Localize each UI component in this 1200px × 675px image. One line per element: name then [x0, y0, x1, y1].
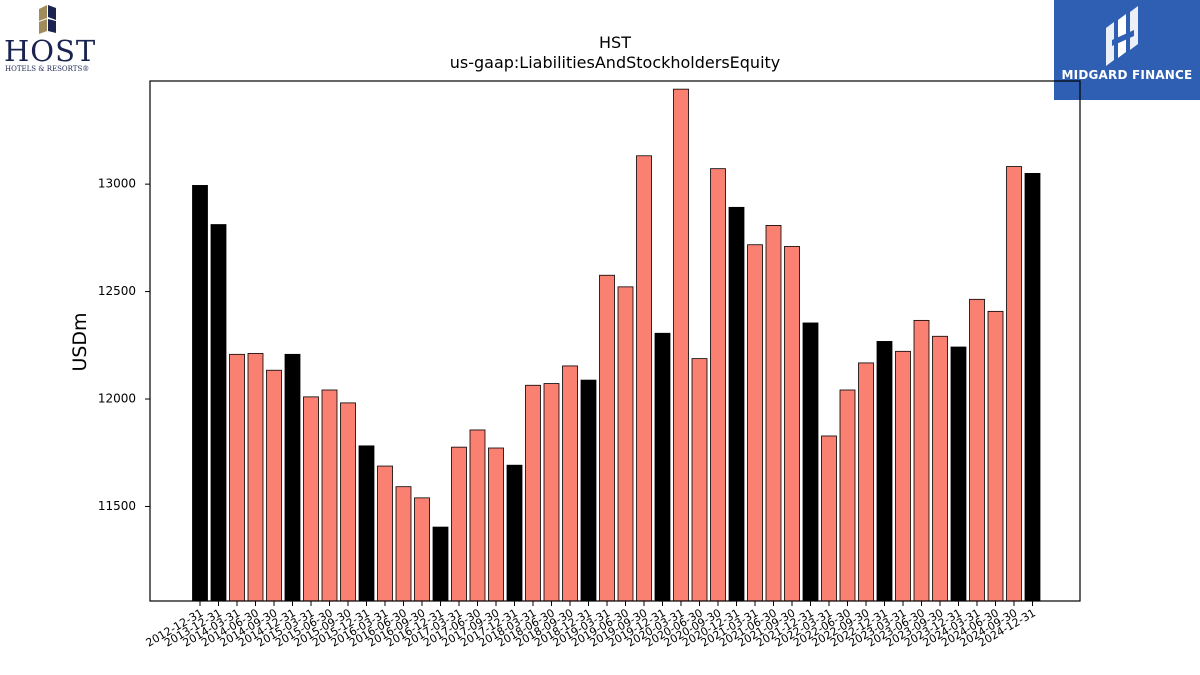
bar-2014-06-30	[247, 353, 264, 602]
bar-2016-03-31	[377, 465, 393, 602]
bar-2019-03-31	[599, 274, 615, 602]
bar-2024-06-30	[987, 310, 1004, 602]
bar-2013-12-31	[210, 224, 227, 602]
midgard-logo-mark	[1106, 6, 1138, 66]
bar-2020-06-30	[691, 358, 708, 602]
y-axis-ticks: 11500 12000 12500 13000	[98, 177, 150, 513]
midgard-finance-logo: MIDGARD FINANCE	[1054, 0, 1200, 100]
bar-2018-03-31	[525, 384, 541, 602]
bar-2017-03-31	[451, 446, 467, 602]
bar-2018-09-30	[562, 365, 578, 602]
bar-2022-09-30	[858, 362, 874, 602]
bar-2020-03-31	[673, 88, 689, 602]
bar-2024-03-31	[969, 298, 985, 602]
bar-2023-03-31	[895, 350, 911, 602]
bar-2018-12-31	[580, 379, 597, 602]
bar-2016-12-31	[432, 526, 449, 602]
host-mark-gold-bottom	[39, 19, 47, 34]
bar-2023-06-30	[913, 319, 930, 602]
host-hotels-logo: HOST HOTELS & RESORTS®	[0, 0, 110, 78]
bar-2016-06-30	[395, 486, 412, 602]
bar-2021-09-30	[784, 246, 800, 602]
bar-2022-03-31	[821, 435, 837, 602]
bar-2021-12-31	[802, 322, 819, 602]
chart-title: HST	[599, 33, 631, 52]
host-logo-mark	[39, 5, 56, 34]
chart-subtitle: us-gaap:LiabilitiesAndStockholdersEquity	[450, 53, 781, 72]
bar-2022-12-31	[876, 341, 893, 602]
bar-2017-12-31	[506, 464, 523, 602]
bar-2018-06-30	[543, 383, 560, 602]
bar-2014-09-30	[266, 369, 282, 602]
bar-2012-12-31	[192, 185, 208, 602]
host-logo-name: HOST	[4, 34, 96, 68]
plot-frame	[149, 80, 1081, 602]
bar-2021-06-30	[765, 224, 782, 602]
y-axis-label: USDm	[69, 312, 91, 371]
bar-2015-03-31	[303, 396, 319, 602]
bar-2014-12-31	[284, 353, 301, 602]
bar-2020-12-31	[728, 206, 745, 602]
bar-2015-09-30	[340, 402, 356, 602]
bar-2019-06-30	[617, 286, 634, 602]
bar-2020-09-30	[710, 168, 726, 602]
bar-2016-09-30	[414, 497, 430, 602]
y-tick-label: 12500	[98, 284, 136, 298]
bar-2022-06-30	[839, 389, 856, 602]
bar-2014-03-31	[229, 353, 245, 602]
host-mark-navy-bottom	[48, 19, 56, 33]
y-tick-label: 13000	[98, 177, 136, 191]
bar-2017-09-30	[488, 447, 504, 602]
midgard-logo-name: MIDGARD FINANCE	[1061, 68, 1193, 82]
bar-series	[192, 88, 1041, 602]
bar-2015-12-31	[358, 445, 375, 602]
y-tick-label: 11500	[98, 499, 136, 513]
host-mark-gold-top	[39, 5, 47, 21]
bar-2017-06-30	[469, 429, 486, 602]
bar-2019-09-30	[636, 155, 652, 602]
bar-2015-06-30	[321, 389, 338, 602]
bar-2024-09-30	[1006, 166, 1022, 602]
x-axis-ticks: 2012-12-312013-12-312014-03-312014-06-30…	[144, 601, 1038, 650]
bar-2023-09-30	[932, 335, 948, 602]
bar-2019-12-31	[654, 332, 671, 602]
bar-2021-03-31	[747, 244, 763, 602]
host-logo-tagline: HOTELS & RESORTS®	[5, 65, 89, 73]
bar-2024-12-31	[1024, 172, 1041, 602]
bar-2023-12-31	[950, 346, 967, 602]
y-tick-label: 12000	[98, 392, 136, 406]
host-mark-navy-top	[48, 5, 56, 20]
